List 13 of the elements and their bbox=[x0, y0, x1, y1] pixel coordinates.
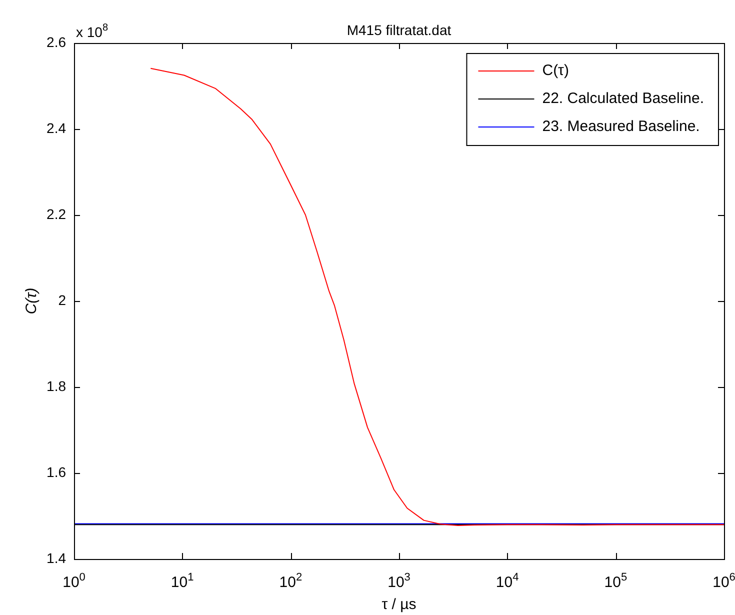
legend-label: 23. Measured Baseline. bbox=[542, 118, 700, 136]
legend-label: 22. Calculated Baseline. bbox=[542, 90, 704, 108]
y-tick-label: 2.2 bbox=[46, 206, 66, 222]
y-tick-label: 1.4 bbox=[46, 550, 66, 566]
y-tick-label: 1.6 bbox=[46, 464, 66, 480]
y-axis-title: C(τ) bbox=[23, 288, 40, 314]
x-axis-title: τ / µs bbox=[382, 596, 416, 613]
y-tick-label: 2.6 bbox=[46, 34, 66, 50]
y-tick-label: 2 bbox=[58, 292, 66, 308]
y-tick-label: 1.8 bbox=[46, 378, 66, 394]
y-tick-label: 2.4 bbox=[46, 120, 66, 136]
chart-title: M415 filtratat.dat bbox=[346, 22, 452, 38]
legend-label: C(τ) bbox=[542, 62, 569, 80]
